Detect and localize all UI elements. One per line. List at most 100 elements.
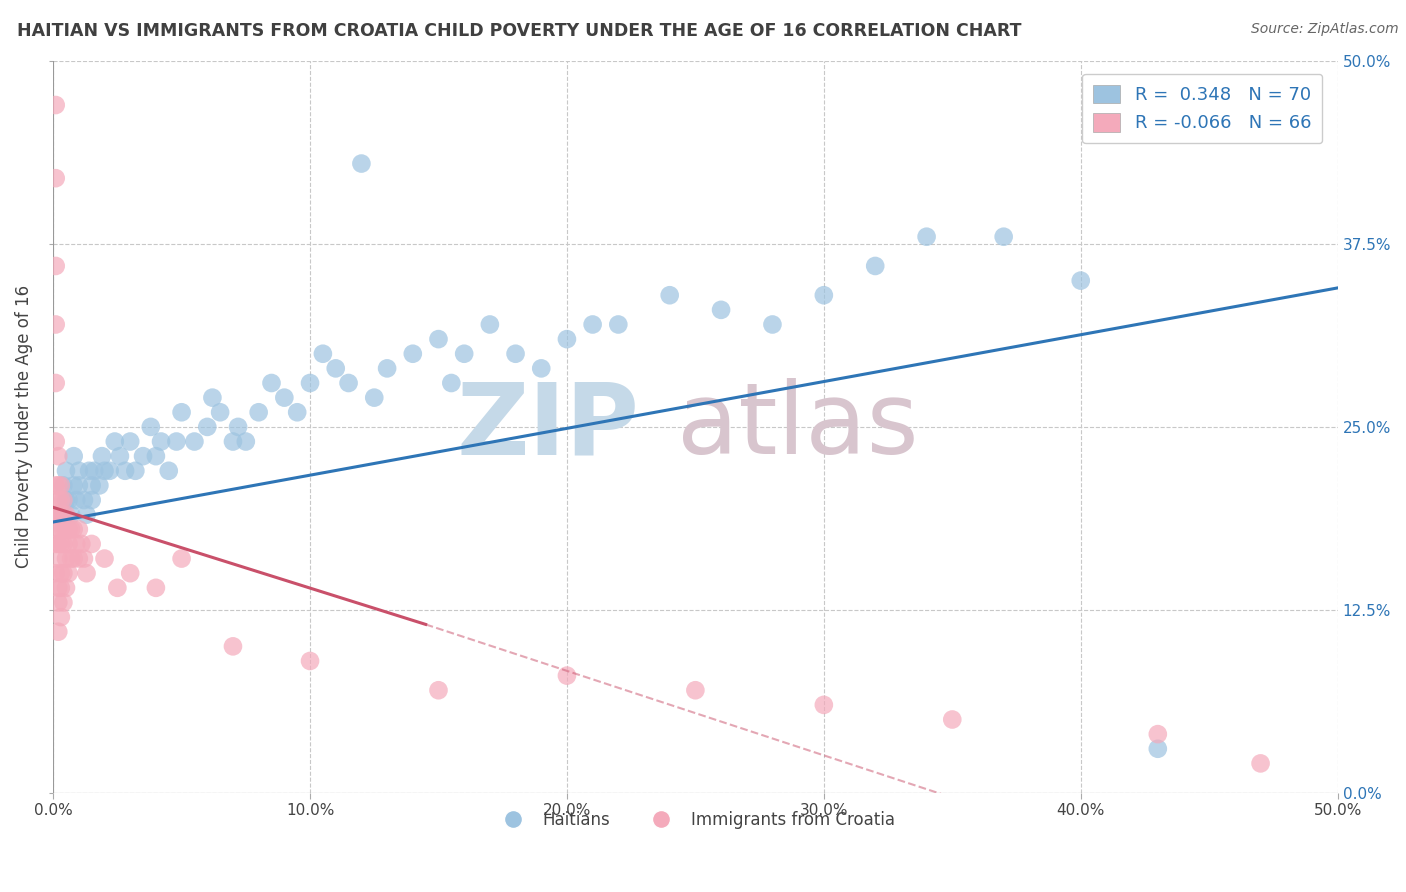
Point	[863, 259, 886, 273]
Point	[49, 478, 72, 492]
Point	[49, 508, 72, 522]
Point	[46, 551, 69, 566]
Point	[76, 508, 98, 522]
Point	[555, 332, 578, 346]
Point	[73, 551, 96, 566]
Point	[46, 537, 69, 551]
Text: atlas: atlas	[678, 378, 920, 475]
Point	[685, 683, 707, 698]
Point	[45, 566, 67, 581]
Point	[124, 464, 146, 478]
Point	[89, 478, 111, 492]
Point	[60, 522, 83, 536]
Point	[427, 683, 450, 698]
Point	[427, 332, 450, 346]
Point	[658, 288, 681, 302]
Point	[813, 288, 835, 302]
Point	[363, 391, 385, 405]
Point	[108, 449, 131, 463]
Point	[1146, 741, 1168, 756]
Point	[80, 537, 103, 551]
Point	[65, 537, 87, 551]
Point	[52, 508, 75, 522]
Point	[49, 610, 72, 624]
Point	[80, 493, 103, 508]
Point	[453, 347, 475, 361]
Point	[247, 405, 270, 419]
Point	[1250, 756, 1272, 771]
Point	[170, 551, 193, 566]
Legend: Haitians, Immigrants from Croatia: Haitians, Immigrants from Croatia	[489, 805, 901, 836]
Point	[58, 522, 80, 536]
Point	[45, 318, 67, 332]
Point	[350, 156, 373, 170]
Point	[46, 449, 69, 463]
Point	[55, 581, 77, 595]
Point	[55, 522, 77, 536]
Point	[45, 259, 67, 273]
Point	[1146, 727, 1168, 741]
Point	[145, 449, 167, 463]
Point	[440, 376, 463, 390]
Point	[45, 376, 67, 390]
Point	[132, 449, 155, 463]
Point	[209, 405, 232, 419]
Y-axis label: Child Poverty Under the Age of 16: Child Poverty Under the Age of 16	[15, 285, 32, 568]
Point	[45, 98, 67, 112]
Point	[46, 493, 69, 508]
Point	[299, 376, 322, 390]
Point	[195, 420, 218, 434]
Point	[45, 537, 67, 551]
Point	[201, 391, 224, 405]
Point	[505, 347, 527, 361]
Point	[67, 478, 90, 492]
Point	[273, 391, 295, 405]
Point	[49, 566, 72, 581]
Point	[58, 537, 80, 551]
Point	[710, 302, 733, 317]
Point	[73, 493, 96, 508]
Point	[114, 464, 136, 478]
Point	[62, 478, 84, 492]
Point	[49, 522, 72, 536]
Point	[607, 318, 630, 332]
Point	[46, 508, 69, 522]
Point	[312, 347, 335, 361]
Point	[45, 171, 67, 186]
Text: ZIP: ZIP	[456, 378, 640, 475]
Point	[761, 318, 783, 332]
Point	[49, 493, 72, 508]
Point	[65, 493, 87, 508]
Point	[98, 464, 121, 478]
Point	[55, 551, 77, 566]
Point	[76, 566, 98, 581]
Point	[299, 654, 322, 668]
Point	[93, 551, 115, 566]
Point	[52, 595, 75, 609]
Point	[60, 551, 83, 566]
Point	[46, 624, 69, 639]
Point	[55, 508, 77, 522]
Point	[222, 640, 245, 654]
Point	[58, 566, 80, 581]
Point	[45, 478, 67, 492]
Point	[55, 493, 77, 508]
Point	[139, 420, 162, 434]
Point	[77, 464, 100, 478]
Point	[285, 405, 308, 419]
Point	[165, 434, 187, 449]
Point	[46, 522, 69, 536]
Point	[46, 478, 69, 492]
Point	[67, 551, 90, 566]
Point	[62, 522, 84, 536]
Point	[478, 318, 501, 332]
Point	[1070, 274, 1092, 288]
Point	[49, 537, 72, 551]
Point	[260, 376, 283, 390]
Point	[45, 434, 67, 449]
Point	[915, 229, 938, 244]
Point	[941, 713, 963, 727]
Text: HAITIAN VS IMMIGRANTS FROM CROATIA CHILD POVERTY UNDER THE AGE OF 16 CORRELATION: HAITIAN VS IMMIGRANTS FROM CROATIA CHILD…	[17, 22, 1021, 40]
Point	[93, 464, 115, 478]
Point	[67, 464, 90, 478]
